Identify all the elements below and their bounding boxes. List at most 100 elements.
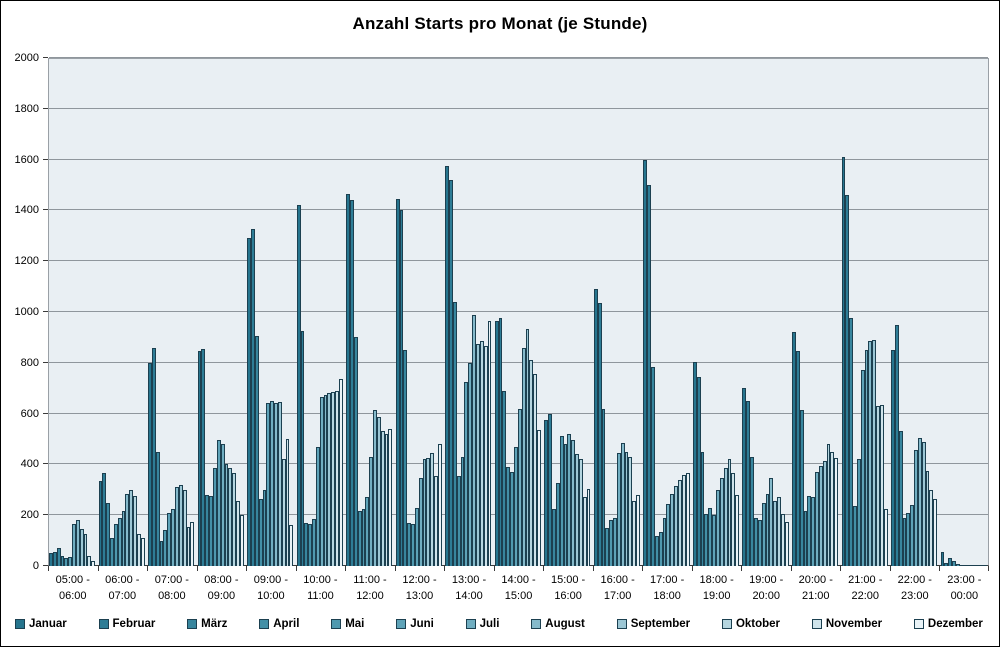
bar-april bbox=[456, 475, 461, 566]
bar-oktober bbox=[975, 564, 979, 566]
y-axis-tick-label: 400 bbox=[20, 458, 39, 471]
bar-oktober bbox=[430, 452, 435, 566]
chart-body: 0 200 400 600 800 1000 1200 1400 1600 1800 2000 bbox=[15, 52, 989, 572]
bar-juni bbox=[761, 502, 766, 566]
bar-mai bbox=[212, 468, 217, 566]
bar-september bbox=[277, 402, 282, 566]
bar-group bbox=[48, 58, 98, 566]
legend-item-oktober: Oktober bbox=[721, 618, 780, 630]
legend-label: Februar bbox=[112, 618, 156, 630]
bar-oktober bbox=[281, 459, 286, 566]
legend-item-juli: Juli bbox=[465, 618, 499, 630]
bar-oktober bbox=[727, 459, 732, 566]
bar-februar bbox=[944, 563, 949, 566]
bar-juli bbox=[517, 408, 522, 566]
x-axis-category-label: 07:00 -08:00 bbox=[154, 574, 189, 602]
bar-november bbox=[929, 489, 934, 566]
bar-group bbox=[98, 58, 148, 566]
bar-februar bbox=[894, 324, 899, 566]
bar-oktober bbox=[380, 431, 385, 566]
x-axis-category-label: 13:00 -14:00 bbox=[451, 574, 487, 602]
bar-dezember bbox=[784, 521, 789, 566]
bar-september bbox=[674, 486, 678, 566]
y-axis-tick bbox=[43, 260, 48, 262]
x-axis-category-label: 06:00 -07:00 bbox=[105, 574, 140, 602]
x-axis-tick bbox=[939, 566, 941, 571]
bar-november bbox=[780, 513, 785, 566]
bar-februar bbox=[795, 351, 800, 566]
bar-september bbox=[872, 339, 877, 566]
x-axis-tick bbox=[543, 566, 545, 571]
bar-mai bbox=[312, 519, 316, 566]
y-axis-tick-label: 800 bbox=[20, 356, 39, 369]
legend-item-november: November bbox=[811, 618, 882, 630]
legend-label: Januar bbox=[29, 618, 67, 630]
bar-april bbox=[258, 498, 263, 566]
bar-märz bbox=[403, 350, 408, 566]
bar-dezember bbox=[487, 320, 492, 566]
bar-august bbox=[521, 347, 526, 566]
bar-februar bbox=[696, 376, 701, 566]
bar-oktober bbox=[578, 459, 583, 566]
bar-januar bbox=[49, 553, 53, 566]
x-axis-tick bbox=[493, 566, 495, 571]
x-axis-tick bbox=[642, 566, 644, 571]
bar-märz bbox=[849, 318, 854, 566]
bar-september bbox=[773, 501, 778, 566]
gridline bbox=[49, 57, 988, 58]
gridline bbox=[49, 107, 988, 109]
bar-oktober bbox=[677, 479, 682, 566]
y-axis-tick-label: 1800 bbox=[14, 102, 39, 115]
bar-oktober bbox=[529, 360, 534, 566]
bar-august bbox=[274, 403, 278, 566]
bar-märz bbox=[304, 522, 309, 566]
legend-swatch bbox=[396, 619, 407, 629]
bar-januar bbox=[395, 198, 400, 566]
bar-februar bbox=[102, 473, 107, 566]
bar-januar bbox=[544, 419, 549, 566]
x-axis-tick bbox=[246, 566, 248, 571]
x-axis-tick bbox=[97, 566, 99, 571]
bar-mai bbox=[955, 563, 960, 566]
bar-august bbox=[868, 341, 873, 566]
bar-oktober bbox=[777, 497, 781, 566]
bar-september bbox=[723, 468, 728, 566]
bar-märz bbox=[799, 409, 804, 566]
bar-dezember bbox=[933, 498, 938, 566]
bar-dezember bbox=[388, 428, 393, 566]
bar-märz bbox=[601, 408, 606, 566]
bar-juli bbox=[963, 564, 968, 566]
bar-group bbox=[741, 58, 791, 566]
bar-januar bbox=[494, 320, 499, 566]
bar-märz bbox=[106, 502, 111, 566]
bar-dezember bbox=[438, 444, 442, 566]
bar-september bbox=[822, 460, 827, 566]
bar-märz bbox=[205, 494, 210, 566]
bar-juli bbox=[270, 400, 275, 566]
bar-group bbox=[246, 58, 296, 566]
y-axis-tick-label: 2000 bbox=[14, 52, 39, 64]
bar-mai bbox=[856, 459, 861, 566]
bar-juli bbox=[319, 397, 324, 566]
bar-februar bbox=[250, 229, 255, 566]
bar-august bbox=[670, 493, 675, 566]
bar-januar bbox=[891, 350, 895, 566]
legend-item-februar: Februar bbox=[98, 618, 156, 630]
bar-februar bbox=[597, 303, 602, 566]
legend-swatch bbox=[331, 619, 342, 629]
bar-august bbox=[472, 314, 476, 566]
bar-januar bbox=[643, 159, 648, 566]
bar-juni bbox=[514, 446, 518, 566]
bar-august bbox=[917, 437, 922, 566]
bar-juni bbox=[216, 440, 221, 566]
bar-januar bbox=[791, 332, 796, 566]
bar-august bbox=[620, 442, 625, 566]
bar-januar bbox=[841, 157, 846, 566]
bar-oktober bbox=[133, 496, 137, 566]
bar-november bbox=[731, 473, 736, 566]
bar-januar bbox=[197, 351, 202, 566]
legend-item-april: April bbox=[259, 618, 299, 630]
bar-september bbox=[79, 529, 84, 566]
bar-group bbox=[296, 58, 346, 566]
